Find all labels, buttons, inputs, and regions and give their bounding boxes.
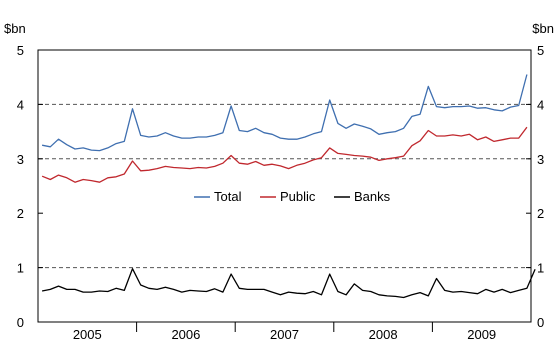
plot-frame: [37, 49, 532, 323]
series-lines: [41, 74, 536, 299]
y-tick-label-right: 0: [537, 315, 544, 330]
y-tick-label-right: 1: [537, 261, 544, 276]
y-unit-label-right: $bn: [532, 21, 554, 36]
y-tick-label-right: 3: [537, 152, 544, 167]
y-axis-right: 0 1 2 3 4 5: [526, 43, 544, 330]
y-tick-label-left: 4: [17, 97, 24, 112]
y-tick-label-left: 2: [17, 206, 24, 221]
legend-label: Public: [280, 189, 316, 204]
x-axis: 2005 2006 2007 2008 2009: [73, 322, 496, 342]
series-line-total: [41, 74, 528, 152]
x-tick-label: 2005: [73, 327, 102, 342]
legend: Total Public Banks: [194, 189, 391, 204]
y-tick-label-left: 3: [17, 152, 24, 167]
legend-label: Total: [214, 189, 242, 204]
x-tick-label: 2008: [369, 327, 398, 342]
y-axis-left: 0 1 2 3 4 5: [17, 43, 43, 330]
y-tick-label-left: 5: [17, 43, 24, 58]
y-tick-label-right: 5: [537, 43, 544, 58]
reference-lines: [38, 103, 531, 269]
series-line-public: [41, 126, 528, 183]
y-tick-label-left: 0: [17, 315, 24, 330]
x-tick-label: 2006: [171, 327, 200, 342]
series-line-banks: [41, 268, 536, 299]
y-tick-label-right: 4: [537, 97, 544, 112]
legend-label: Banks: [354, 189, 391, 204]
y-tick-label-left: 1: [17, 261, 24, 276]
x-tick-label: 2007: [270, 327, 299, 342]
y-unit-label-left: $bn: [4, 21, 26, 36]
y-tick-label-right: 2: [537, 206, 544, 221]
x-tick-label: 2009: [467, 327, 496, 342]
